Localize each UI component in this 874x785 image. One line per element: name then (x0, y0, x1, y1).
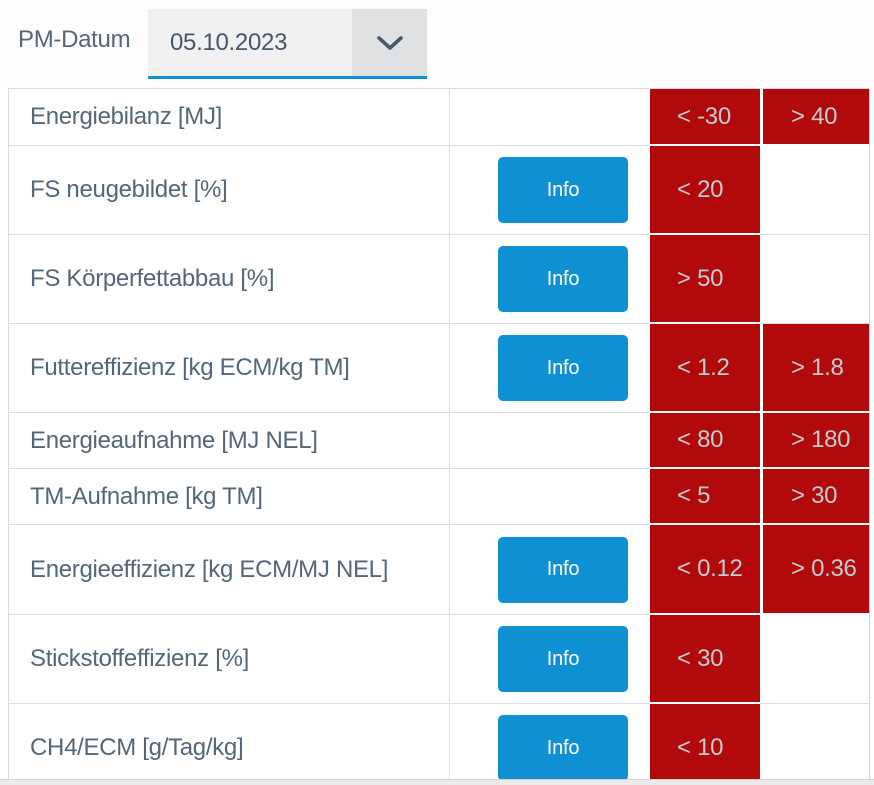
row-label: Energieaufnahme [MJ NEL] (9, 413, 449, 469)
threshold-low-cell: < 30 (650, 615, 760, 704)
threshold-low-cell: < 1.2 (650, 324, 760, 413)
info-cell: Info (449, 615, 650, 704)
table-row: Energieaufnahme [MJ NEL] < 80 > 180 (9, 413, 869, 469)
threshold-high-cell: > 180 (760, 413, 869, 469)
info-button[interactable]: Info (498, 715, 628, 780)
info-cell: Info (449, 324, 650, 413)
info-cell: Info (449, 525, 650, 615)
threshold-high-cell (760, 235, 869, 324)
threshold-table: Energiebilanz [MJ] < -30 > 40 FS neugebilde… (8, 88, 870, 780)
chevron-down-icon (352, 9, 427, 76)
pm-date-select[interactable]: 05.10.2023 (148, 9, 427, 79)
threshold-low-cell: > 50 (650, 235, 760, 324)
table-row: FS Körperfettabbau [%] Info > 50 (9, 235, 869, 324)
threshold-low-cell: < 10 (650, 704, 760, 780)
threshold-high-cell: > 40 (760, 89, 869, 146)
threshold-high-cell: > 30 (760, 469, 869, 525)
table-row: TM-Aufnahme [kg TM] < 5 > 30 (9, 469, 869, 525)
threshold-high-cell (760, 704, 869, 780)
table-row: Stickstoffeffizienz [%] Info < 30 (9, 615, 869, 704)
header-bar: PM-Datum 05.10.2023 (0, 0, 874, 88)
threshold-low-cell: < -30 (650, 89, 760, 146)
info-cell (449, 413, 650, 469)
threshold-low-cell: < 0.12 (650, 525, 760, 615)
threshold-low-cell: < 5 (650, 469, 760, 525)
threshold-low-cell: < 20 (650, 146, 760, 235)
bottom-scrollbar-track (0, 779, 874, 785)
info-button[interactable]: Info (498, 626, 628, 692)
threshold-high-cell: > 0.36 (760, 525, 869, 615)
info-cell (449, 89, 650, 146)
info-button[interactable]: Info (498, 536, 628, 603)
info-cell: Info (449, 235, 650, 324)
row-label: Futtereffizienz [kg ECM/kg TM] (9, 324, 449, 413)
row-label: Energieeffizienz [kg ECM/MJ NEL] (9, 525, 449, 615)
table-row: Futtereffizienz [kg ECM/kg TM] Info < 1.2 >… (9, 324, 869, 413)
pm-datum-label: PM-Datum (18, 26, 131, 53)
threshold-high-cell (760, 615, 869, 704)
info-button[interactable]: Info (498, 335, 628, 401)
table-row: FS neugebildet [%] Info < 20 (9, 146, 869, 235)
threshold-high-cell: > 1.8 (760, 324, 869, 413)
row-label: Energiebilanz [MJ] (9, 89, 449, 146)
row-label: TM-Aufnahme [kg TM] (9, 469, 449, 525)
info-cell: Info (449, 704, 650, 780)
table-row: Energiebilanz [MJ] < -30 > 40 (9, 89, 869, 146)
row-label: Stickstoffeffizienz [%] (9, 615, 449, 704)
info-cell (449, 469, 650, 525)
table-row: CH4/ECM [g/Tag/kg] Info < 10 (9, 704, 869, 780)
info-button[interactable]: Info (498, 157, 628, 223)
row-label: CH4/ECM [g/Tag/kg] (9, 704, 449, 780)
info-cell: Info (449, 146, 650, 235)
table-row: Energieeffizienz [kg ECM/MJ NEL] Info < 0.… (9, 525, 869, 615)
threshold-high-cell (760, 146, 869, 235)
pm-date-value: 05.10.2023 (170, 28, 288, 56)
row-label: FS Körperfettabbau [%] (9, 235, 449, 324)
row-label: FS neugebildet [%] (9, 146, 449, 235)
info-button[interactable]: Info (498, 246, 628, 312)
threshold-low-cell: < 80 (650, 413, 760, 469)
